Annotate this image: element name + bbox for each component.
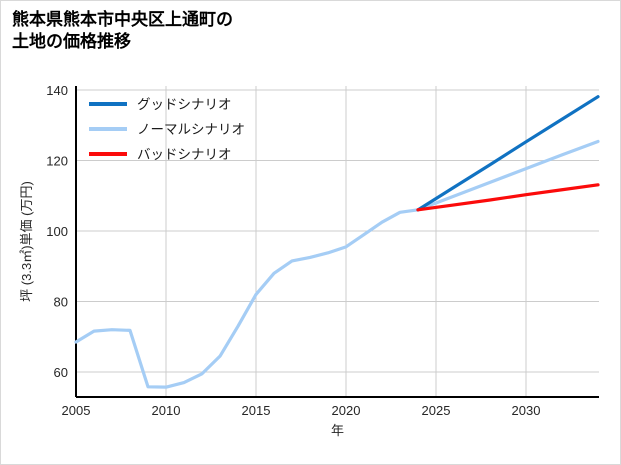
series-lines xyxy=(74,95,600,389)
x-axis-tick-labels: 2005 2010 2015 2020 2025 2030 xyxy=(62,403,541,418)
x-tick-label: 2010 xyxy=(152,403,181,418)
x-tick-label: 2025 xyxy=(422,403,451,418)
x-tick-label: 2005 xyxy=(62,403,91,418)
axis-titles: 年 坪 (3.3㎡)単価 (万円) xyxy=(19,181,344,438)
page-title: 熊本県熊本市中央区上通町の 土地の価格推移 xyxy=(12,10,233,52)
x-tick-label: 2030 xyxy=(512,403,541,418)
axis-lines xyxy=(74,86,599,399)
gridlines xyxy=(76,86,599,397)
y-tick-label: 60 xyxy=(54,365,68,380)
series-line-normal xyxy=(74,139,600,389)
y-tick-label: 100 xyxy=(46,224,68,239)
legend-label-0[interactable]: グッドシナリオ xyxy=(137,97,232,112)
x-tick-label: 2015 xyxy=(242,403,271,418)
x-tick-label: 2020 xyxy=(332,403,361,418)
y-tick-label: 80 xyxy=(54,295,68,310)
y-tick-label: 120 xyxy=(46,154,68,169)
series-line-good xyxy=(416,95,600,212)
y-axis-tick-labels: 60 80 100 120 140 xyxy=(46,83,68,380)
legend-label-1[interactable]: ノーマルシナリオ xyxy=(137,122,245,137)
y-axis-title: 坪 (3.3㎡)単価 (万円) xyxy=(19,181,34,302)
series-line-bad xyxy=(416,183,600,212)
legend-label-2[interactable]: バッドシナリオ xyxy=(137,147,232,162)
y-tick-label: 140 xyxy=(46,83,68,98)
x-axis-title: 年 xyxy=(331,423,344,438)
